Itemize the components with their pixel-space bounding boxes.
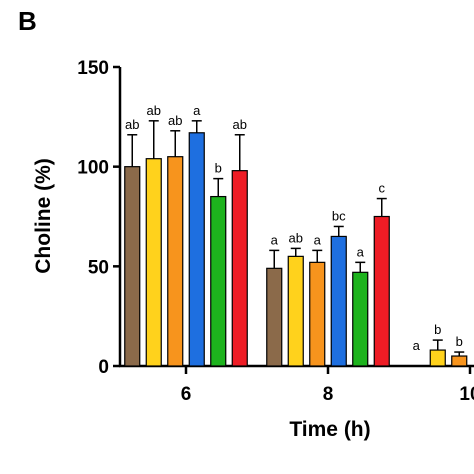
y-axis-title: Choline (%) xyxy=(32,158,55,274)
bar xyxy=(188,132,205,367)
significance-label: a xyxy=(413,338,421,353)
significance-label: ab xyxy=(147,103,161,118)
bar xyxy=(373,215,390,367)
significance-label: ab xyxy=(125,117,139,132)
significance-label: a xyxy=(271,232,279,247)
bar xyxy=(167,156,184,367)
significance-label: a xyxy=(193,103,201,118)
x-axis-title: Time (h) xyxy=(289,418,370,441)
bar xyxy=(429,349,446,367)
bar xyxy=(266,267,283,367)
significance-label: b xyxy=(456,334,463,349)
bar xyxy=(287,255,304,367)
y-tick-label: 100 xyxy=(77,158,109,179)
x-tick-label: 8 xyxy=(323,384,334,405)
significance-label: a xyxy=(314,232,322,247)
bar xyxy=(124,166,141,367)
significance-label: ab xyxy=(289,230,303,245)
bars xyxy=(124,132,468,367)
significance-label: ab xyxy=(233,117,247,132)
bar xyxy=(352,271,369,367)
significance-label: a xyxy=(357,244,365,259)
y-tick-label: 50 xyxy=(88,257,109,278)
bar xyxy=(145,158,162,367)
significance-label: b xyxy=(215,161,222,176)
bar xyxy=(451,355,468,367)
x-tick-label: 10 xyxy=(459,384,474,405)
panel-label: B xyxy=(18,6,37,36)
x-tick-label: 6 xyxy=(181,384,192,405)
bar xyxy=(231,170,248,367)
bar xyxy=(309,261,326,367)
y-axis-ticks: 0 50 100 150 xyxy=(77,58,120,378)
significance-label: bc xyxy=(332,208,346,223)
error-bars xyxy=(127,120,465,357)
bar xyxy=(330,235,347,367)
bar xyxy=(210,195,227,367)
y-tick-label: 150 xyxy=(77,58,109,79)
y-tick-label: 0 xyxy=(98,357,109,378)
x-axis-ticks: 6 8 10 xyxy=(181,366,474,405)
significance-label: ab xyxy=(168,113,182,128)
significance-label: b xyxy=(434,322,441,337)
significance-label: c xyxy=(379,181,386,196)
